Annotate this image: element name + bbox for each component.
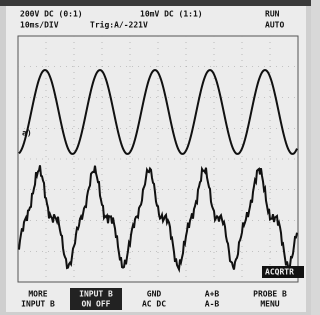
run-status: RUN xyxy=(265,10,280,19)
softkey-label[interactable]: MORE xyxy=(28,290,47,299)
softkey-label[interactable]: INPUT B xyxy=(21,300,55,309)
softkey-label[interactable]: GND xyxy=(147,290,162,299)
trigger: Trig:A/-221V xyxy=(90,20,148,30)
softkey-label[interactable]: PROBE B xyxy=(253,290,287,299)
trace-a-marker: a) xyxy=(22,129,32,138)
softkey-label[interactable]: A+B xyxy=(205,290,220,299)
softkey-label[interactable]: AC DC xyxy=(142,300,166,309)
scope-screen: 200V DC (0:1) 10mV DC (1:1) RUN 10ms/DIV… xyxy=(0,0,311,315)
softkey-label[interactable]: MENU xyxy=(260,300,279,309)
ch-b-setting: 10mV DC (1:1) xyxy=(140,10,203,19)
trigger-mode: AUTO xyxy=(265,21,284,30)
ch-a-setting: 200V DC (0:1) xyxy=(20,10,83,19)
top-edge xyxy=(0,0,311,6)
softkey-label[interactable]: A-B xyxy=(205,300,220,309)
timebase: 10ms/DIV xyxy=(20,21,59,30)
softkey-label[interactable]: INPUT B xyxy=(79,290,113,299)
cursor-marker: ACQRTR xyxy=(265,268,294,277)
softkey-label[interactable]: ON OFF xyxy=(82,300,111,309)
